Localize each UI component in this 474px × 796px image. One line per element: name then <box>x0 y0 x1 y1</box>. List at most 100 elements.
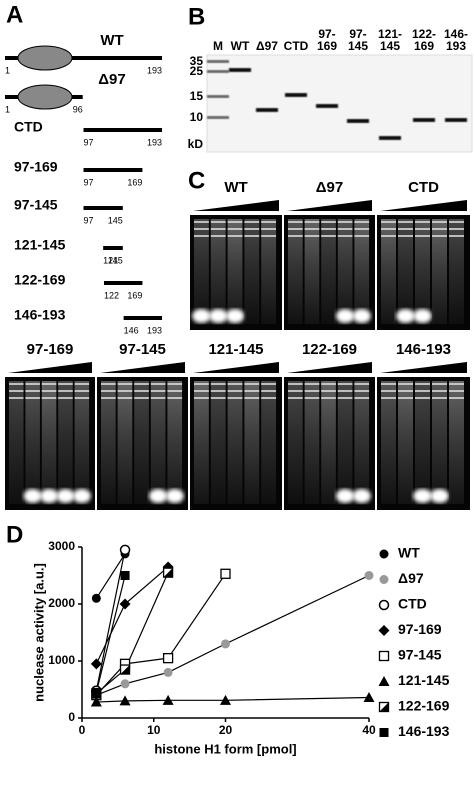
gel-lane <box>381 381 396 504</box>
gel-lane <box>58 381 73 504</box>
dna-band <box>227 221 243 223</box>
dna-band <box>150 390 166 392</box>
dna-band <box>398 221 413 223</box>
protein-band <box>207 116 229 119</box>
dna-band <box>337 228 353 230</box>
construct-name: 97-169 <box>14 159 58 175</box>
dna-band <box>398 383 413 385</box>
dna-band <box>41 390 57 392</box>
dna-band <box>398 235 413 237</box>
y-tick-label: 2000 <box>48 596 75 610</box>
legend-label: 97-145 <box>398 647 442 663</box>
marker-shape <box>363 691 375 702</box>
marker-shape <box>120 571 130 580</box>
concentration-wedge <box>380 362 467 373</box>
protein-band <box>316 104 338 108</box>
dna-band <box>194 235 209 237</box>
gel-lane <box>210 381 226 504</box>
concentration-wedge <box>100 362 185 373</box>
dna-band <box>244 228 260 230</box>
gel-title: 122-169 <box>302 341 357 358</box>
dna-band <box>449 221 464 223</box>
dna-band <box>9 390 24 392</box>
construct-name: Δ97 <box>98 71 125 88</box>
gel-lane <box>25 381 40 504</box>
dna-band <box>261 383 277 385</box>
gel-title: CTD <box>408 179 439 196</box>
dna-band <box>449 397 464 399</box>
dna-band <box>150 383 166 385</box>
dna-band <box>74 383 90 385</box>
marker-shape <box>91 593 101 603</box>
gel-lane <box>227 381 243 504</box>
dna-band <box>244 235 260 237</box>
dna-band <box>150 397 166 399</box>
construct-name: 121-145 <box>14 237 66 253</box>
gel-lane <box>227 219 243 324</box>
dna-fragment-smear <box>396 309 415 323</box>
dna-band <box>167 397 183 399</box>
protein-band <box>379 136 401 140</box>
series-line <box>95 573 226 696</box>
dna-band <box>304 235 320 237</box>
marker-shape <box>119 695 131 706</box>
protein-band <box>347 119 369 123</box>
dna-band <box>194 390 209 392</box>
data-point <box>220 568 231 579</box>
dna-band <box>304 221 320 223</box>
concentration-wedge <box>287 200 372 211</box>
data-point <box>91 687 101 697</box>
lane-label: Δ97 <box>256 39 278 53</box>
gel-lane <box>194 381 209 504</box>
gel-lane <box>74 381 90 504</box>
dna-band <box>449 235 464 237</box>
legend-marker <box>378 650 390 662</box>
dna-band <box>288 390 303 392</box>
residue-start: 1 <box>5 104 10 114</box>
dna-band <box>415 235 430 237</box>
dna-band <box>381 235 396 237</box>
dna-fragment-smear <box>335 489 355 503</box>
dna-band <box>134 397 149 399</box>
marker-shape <box>120 679 130 689</box>
dna-band <box>354 221 370 223</box>
dna-band <box>117 383 133 385</box>
dna-fragment-smear <box>335 309 355 323</box>
lane-label: M <box>213 39 223 53</box>
dna-band <box>194 228 209 230</box>
dna-band <box>321 235 336 237</box>
gel-lane <box>9 381 24 504</box>
dna-band <box>337 221 353 223</box>
gel-title: 121-145 <box>208 341 263 358</box>
dna-band <box>244 221 260 223</box>
dna-band <box>415 397 430 399</box>
protein-band <box>285 93 307 97</box>
marker-shape <box>378 625 390 636</box>
marker-shape <box>378 599 390 611</box>
dna-band <box>58 390 73 392</box>
dna-band <box>381 390 396 392</box>
residue-start: 97 <box>84 215 94 225</box>
gel-lane <box>398 381 413 504</box>
dna-band <box>167 383 183 385</box>
legend-label: 97-169 <box>398 621 442 637</box>
lane-label: 122-169 <box>411 27 437 53</box>
dna-fragment-smear <box>430 489 449 503</box>
dna-band <box>381 221 396 223</box>
dna-band <box>381 383 396 385</box>
marker-unit: kD <box>188 137 204 151</box>
dna-band <box>117 390 133 392</box>
legend-label: CTD <box>398 596 427 612</box>
dna-band <box>288 221 303 223</box>
dna-band <box>381 228 396 230</box>
dna-band <box>321 221 336 223</box>
concentration-wedge <box>193 200 279 211</box>
protein-band <box>445 118 467 122</box>
dna-band <box>354 235 370 237</box>
dna-band <box>449 228 464 230</box>
lane-label: 97-145 <box>347 27 369 53</box>
dna-band <box>432 397 447 399</box>
gel-lane <box>244 219 260 324</box>
x-axis-title: histone H1 form [pmol] <box>154 741 296 756</box>
dna-fragment-smear <box>72 489 91 503</box>
